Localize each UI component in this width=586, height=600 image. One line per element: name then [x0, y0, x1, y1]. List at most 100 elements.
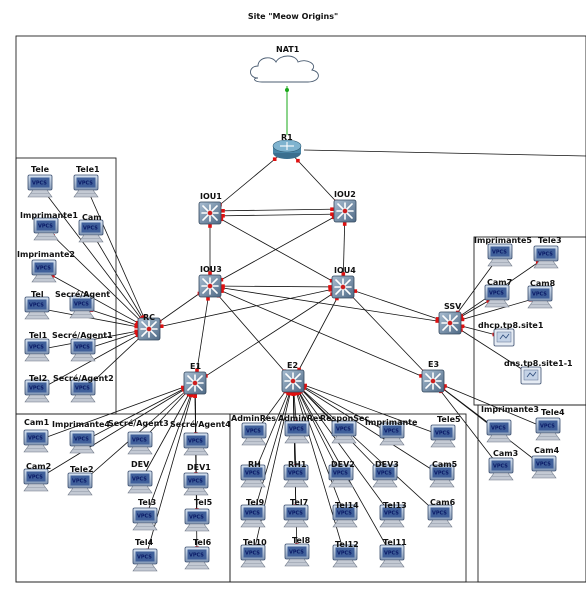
server-icon — [493, 328, 515, 347]
host-tel10[interactable]: VPCS — [240, 544, 266, 568]
host-tel1[interactable]: VPCS — [24, 338, 50, 362]
switch-ssv[interactable] — [438, 311, 462, 335]
switch-e3[interactable] — [421, 369, 445, 393]
host-label: Tel4 — [135, 538, 154, 547]
host-dev1[interactable]: VPCS — [183, 472, 209, 496]
host-respon_sec[interactable]: VPCS — [331, 420, 357, 444]
host-label: Tel8 — [292, 536, 311, 545]
host-secre_agent1[interactable]: VPCS — [70, 338, 96, 362]
host-label: Cam2 — [26, 462, 51, 471]
host-tel12[interactable]: VPCS — [332, 544, 358, 568]
host-tel7[interactable]: VPCS — [283, 504, 309, 528]
switch-e2[interactable] — [281, 369, 305, 393]
host-label: Tele3 — [538, 236, 562, 245]
router-r1[interactable] — [272, 139, 302, 159]
host-label: Imprimante5 — [474, 236, 532, 245]
switch-label: IOU3 — [200, 265, 222, 274]
host-label: Tel6 — [193, 538, 212, 547]
host-tel5[interactable]: VPCS — [184, 508, 210, 532]
vpcs-tag: VPCS — [28, 475, 43, 481]
vpcs-tag: VPCS — [188, 439, 203, 445]
vpcs-tag: VPCS — [491, 426, 506, 432]
host-tel6[interactable]: VPCS — [184, 546, 210, 570]
host-tel14[interactable]: VPCS — [332, 504, 358, 528]
vpcs-tag: VPCS — [336, 427, 351, 433]
server-dhcp[interactable] — [493, 328, 515, 347]
switch-iou2[interactable] — [333, 199, 357, 223]
switch-e1[interactable] — [183, 371, 207, 395]
host-label: Secré/Agent2 — [53, 373, 114, 383]
nat-cloud[interactable] — [250, 55, 319, 83]
host-imprimante1[interactable]: VPCS — [33, 217, 59, 241]
host-tel2[interactable]: VPCS — [24, 379, 50, 403]
vpcs-tag: VPCS — [74, 302, 89, 308]
host-secre_agent3[interactable]: VPCS — [127, 431, 153, 455]
host-imprimante2[interactable]: VPCS — [31, 259, 57, 283]
host-cam[interactable]: VPCS — [78, 219, 104, 243]
host-tele2[interactable]: VPCS — [67, 472, 93, 496]
host-imprimante[interactable]: VPCS — [379, 422, 405, 446]
vpcs-tag: VPCS — [538, 252, 553, 258]
vpcs-tag: VPCS — [74, 437, 89, 443]
host-label: Tel11 — [383, 538, 407, 547]
nat-link-port — [285, 88, 289, 92]
host-tel3[interactable]: VPCS — [132, 507, 158, 531]
host-cam7[interactable]: VPCS — [484, 284, 510, 308]
host-tel11[interactable]: VPCS — [379, 544, 405, 568]
host-tel9[interactable]: VPCS — [240, 504, 266, 528]
host-secre_agent4[interactable]: VPCS — [183, 432, 209, 456]
host-tele[interactable]: VPCS — [27, 174, 53, 198]
host-label: Tel10 — [243, 538, 267, 547]
vpcs-tag: VPCS — [289, 427, 304, 433]
switch-label: RC — [143, 313, 155, 322]
vpcs-tag: VPCS — [289, 550, 304, 556]
vpcs-tag: VPCS — [38, 224, 53, 230]
vpcs-tag: VPCS — [384, 429, 399, 435]
host-admin_res[interactable]: VPCS — [241, 422, 267, 446]
host-cam3[interactable]: VPCS — [488, 457, 514, 481]
host-cam8[interactable]: VPCS — [527, 285, 553, 309]
host-label: DEV — [131, 460, 150, 469]
host-admin_res_2[interactable]: VPCS — [284, 420, 310, 444]
host-tel13[interactable]: VPCS — [379, 504, 405, 528]
host-label: RH1 — [288, 460, 307, 469]
host-cam2[interactable]: VPCS — [23, 468, 49, 492]
switch-icon — [438, 311, 462, 335]
host-dev2[interactable]: VPCS — [328, 464, 354, 488]
vpcs-tag: VPCS — [29, 303, 44, 309]
host-dev[interactable]: VPCS — [127, 470, 153, 494]
host-label: Tel13 — [383, 501, 407, 510]
server-dns[interactable] — [520, 366, 542, 385]
nat-label: NAT1 — [276, 45, 300, 54]
host-tele3[interactable]: VPCS — [533, 245, 559, 269]
switch-label: SSV — [444, 302, 462, 311]
vpcs-tag: VPCS — [132, 477, 147, 483]
switch-label: IOU4 — [334, 266, 356, 275]
switch-iou4[interactable] — [331, 275, 355, 299]
switch-iou1[interactable] — [198, 201, 222, 225]
host-tele1[interactable]: VPCS — [73, 174, 99, 198]
host-cam1[interactable]: VPCS — [23, 429, 49, 453]
host-rh1[interactable]: VPCS — [283, 464, 309, 488]
host-imprimante3[interactable]: VPCS — [486, 419, 512, 443]
host-tel[interactable]: VPCS — [24, 296, 50, 320]
host-dev3[interactable]: VPCS — [372, 464, 398, 488]
host-tel8[interactable]: VPCS — [284, 543, 310, 567]
host-imprimante5[interactable]: VPCS — [487, 243, 513, 267]
host-cam4[interactable]: VPCS — [531, 455, 557, 479]
host-secre_agent[interactable]: VPCS — [69, 295, 95, 319]
host-label: Imprimante1 — [20, 211, 78, 220]
host-tel4[interactable]: VPCS — [132, 548, 158, 572]
host-label: Cam — [82, 213, 102, 222]
host-label: Tele1 — [76, 165, 100, 174]
host-rh[interactable]: VPCS — [240, 464, 266, 488]
host-tele5[interactable]: VPCS — [430, 424, 456, 448]
switch-iou3[interactable] — [198, 274, 222, 298]
host-imprimante4[interactable]: VPCS — [69, 430, 95, 454]
host-secre_agent2[interactable]: VPCS — [70, 379, 96, 403]
host-cam5[interactable]: VPCS — [429, 464, 455, 488]
vpcs-tag: VPCS — [72, 479, 87, 485]
cloud-icon — [250, 55, 319, 83]
host-cam6[interactable]: VPCS — [427, 504, 453, 528]
host-tele4[interactable]: VPCS — [535, 417, 561, 441]
